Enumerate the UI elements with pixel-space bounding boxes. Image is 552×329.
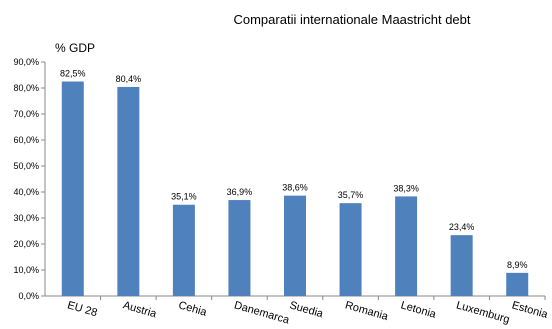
y-tick-label: 40,0% [13,187,39,197]
data-label-3: 36,9% [227,187,253,197]
data-label-0: 82,5% [60,69,86,79]
data-labels: 82,5% 80,4% 35,1% 36,9% 38,6% 35,7% 38,3% 23,4%… [60,69,527,270]
x-tick-label-1: Austria [122,299,159,320]
y-tick-label: 80,0% [13,83,39,93]
chart-title: Comparatii internationale Maastricht deb… [233,12,470,27]
data-label-1: 80,4% [116,74,142,84]
y-tick-label: 10,0% [13,265,39,275]
x-tick-label-7: Luxemburg [455,299,511,326]
x-tick-label-0: EU 28 [66,299,99,319]
y-tick-label: 20,0% [13,239,39,249]
data-label-2: 35,1% [171,192,197,202]
data-label-4: 38,6% [282,183,308,193]
y-tick-label: 30,0% [13,213,39,223]
bar-0 [61,81,84,296]
data-label-6: 38,3% [393,183,419,193]
data-label-7: 23,4% [449,222,475,232]
bar-6 [395,196,418,296]
data-label-5: 35,7% [338,190,364,200]
bar-3 [228,200,251,296]
bar-1 [117,86,140,297]
y-tick-label: 0,0% [18,291,39,301]
bar-8 [506,272,529,296]
x-tick-label-6: Letonia [399,299,438,321]
y-ticks: 0,0% 10,0% 20,0% 30,0% 40,0% 50,0% 60,0% 70,0% 8… [13,57,45,301]
data-label-8: 8,9% [507,260,528,270]
bar-2 [172,204,195,296]
y-tick-label: 70,0% [13,109,39,119]
bar-5 [339,203,362,296]
x-tick-label-2: Cehia [177,299,209,319]
bar-4 [284,195,306,296]
bars [61,81,529,297]
x-tick-label-8: Estonia [510,299,549,321]
y-tick-label: 60,0% [13,135,39,145]
y-axis-label: % GDP [55,41,95,55]
x-tick-label-3: Danemarca [233,299,292,326]
x-tick-label-5: Romania [344,299,390,323]
bar-7 [450,235,473,296]
x-tick-label-4: Suedia [288,299,325,320]
y-tick-label: 90,0% [13,57,39,67]
y-tick-label: 50,0% [13,161,39,171]
